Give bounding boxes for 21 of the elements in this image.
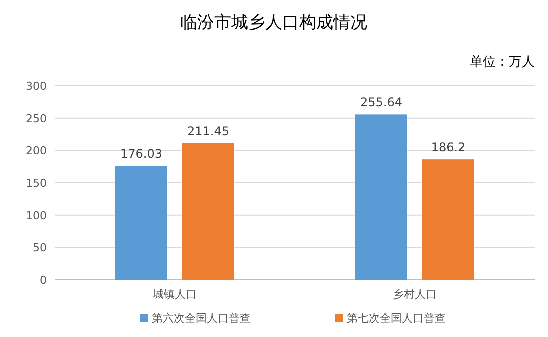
y-tick-label: 150 xyxy=(26,177,47,190)
data-label: 211.45 xyxy=(188,124,230,138)
data-label: 176.03 xyxy=(120,147,162,162)
x-tick-label: 城镇人口 xyxy=(152,288,197,301)
y-tick-label: 300 xyxy=(26,80,47,93)
y-tick-label: 50 xyxy=(33,242,47,255)
bar xyxy=(422,160,474,280)
data-label: 186.2 xyxy=(431,140,466,155)
y-tick-label: 100 xyxy=(26,209,47,222)
legend-label: 第七次全国人口普查 xyxy=(347,312,446,325)
chart-title: 临汾市城乡人口构成情况 xyxy=(180,13,368,33)
data-label: 255.64 xyxy=(360,96,402,110)
bar xyxy=(356,114,408,280)
text: 单位：万人 xyxy=(470,55,535,70)
y-tick-label: 250 xyxy=(26,112,47,126)
legend-label: 第六次全国人口普查 xyxy=(152,312,251,325)
y-tick-label: 200 xyxy=(26,144,47,158)
bar xyxy=(116,166,168,280)
x-tick-label: 乡村人口 xyxy=(393,288,437,301)
y-tick-label: 0 xyxy=(40,274,47,287)
bar xyxy=(182,143,234,280)
